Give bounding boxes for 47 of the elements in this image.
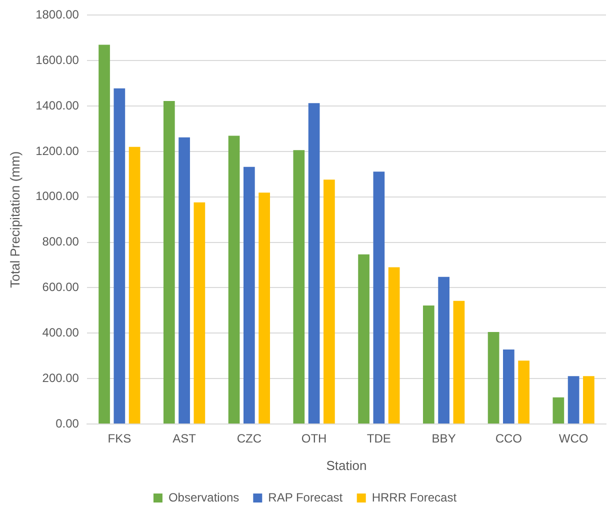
bar — [388, 267, 400, 424]
bar — [243, 166, 255, 424]
bar — [453, 300, 465, 424]
bar — [293, 150, 305, 424]
x-tick-label: CZC — [236, 432, 262, 446]
bar — [568, 376, 580, 424]
bar — [228, 136, 240, 424]
y-tick-label: 400.00 — [42, 325, 80, 340]
x-axis-title: Station — [326, 458, 367, 473]
bar — [258, 192, 270, 424]
y-tick-label: 0.00 — [56, 416, 80, 430]
y-axis-title: Total Precipitation (mm) — [7, 151, 22, 288]
bar — [552, 397, 564, 424]
x-tick-label: BBY — [432, 432, 456, 446]
x-tick-label: TDE — [366, 432, 391, 446]
bar — [128, 146, 140, 424]
bar — [518, 360, 530, 424]
y-tick-label: 1000.00 — [36, 189, 80, 204]
bar — [178, 137, 190, 424]
bar — [308, 103, 320, 424]
y-tick-label: 1800.00 — [36, 8, 80, 22]
bar — [114, 88, 126, 424]
bar — [583, 376, 594, 424]
x-tick-label: CCO — [495, 432, 522, 446]
bar — [373, 172, 385, 424]
bar — [98, 44, 110, 424]
x-tick-label: AST — [172, 432, 197, 446]
x-tick-label: WCO — [558, 432, 588, 446]
bar — [488, 332, 500, 424]
legend-label: HRRR Forecast — [372, 490, 458, 504]
bar — [358, 254, 370, 424]
y-tick-label: 1200.00 — [36, 144, 80, 158]
y-tick-label: 800.00 — [42, 234, 80, 249]
bar — [503, 350, 514, 424]
x-tick-label: OTH — [301, 432, 327, 446]
y-tick-label: 200.00 — [42, 370, 80, 385]
x-tick-label: FKS — [108, 432, 132, 446]
bar — [194, 202, 206, 424]
legend-label: RAP Forecast — [268, 490, 344, 504]
bar — [163, 101, 175, 424]
y-tick-label: 1600.00 — [36, 52, 80, 67]
y-tick-label: 600.00 — [42, 280, 80, 294]
bar — [438, 276, 450, 424]
y-tick-label: 1400.00 — [36, 98, 80, 112]
bar — [324, 180, 335, 424]
legend-label: Observations — [168, 490, 240, 504]
bar — [422, 305, 434, 424]
